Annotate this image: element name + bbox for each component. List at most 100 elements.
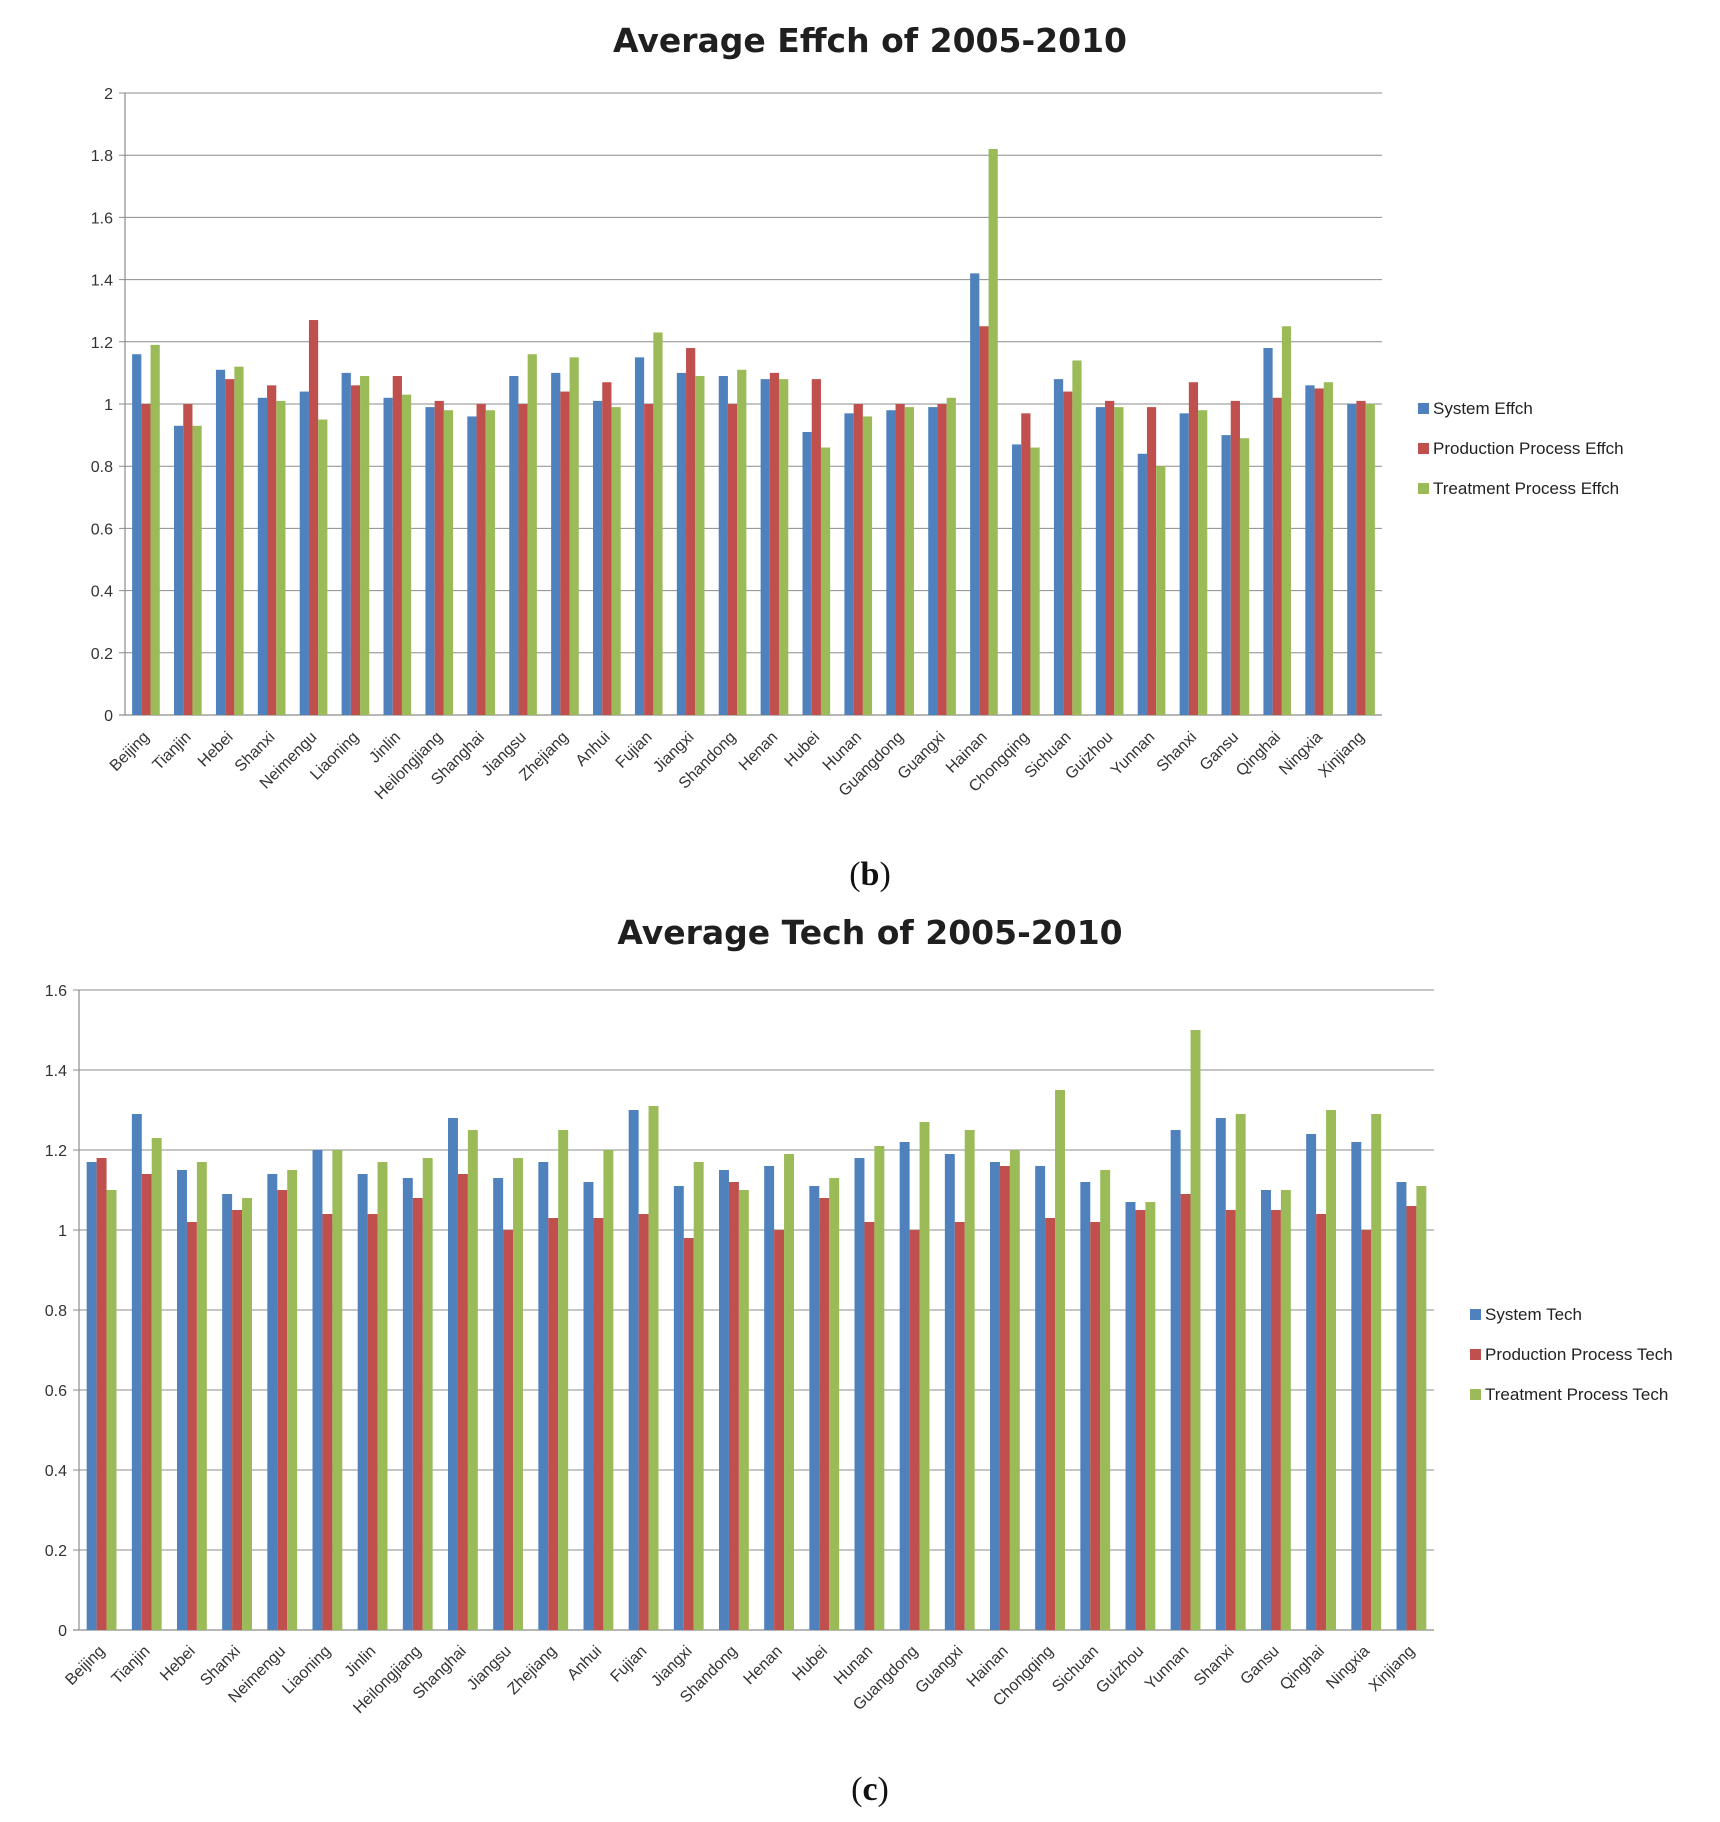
x-category-label: Xinjiang — [1366, 1643, 1418, 1695]
bar — [412, 1198, 423, 1630]
bar — [593, 400, 603, 715]
bar — [383, 397, 393, 715]
bar — [1179, 413, 1189, 715]
bar — [422, 1158, 433, 1630]
y-tick-label: 0.4 — [91, 584, 113, 601]
legend-label: Treatment Process Tech — [1485, 1385, 1668, 1404]
y-tick-labels: 0 0.2 0.4 0.6 0.8 1 1.2 1.4 1.6 — [45, 983, 67, 1640]
bar — [1347, 404, 1357, 715]
x-category-label: Beijing — [107, 729, 153, 775]
bar — [106, 1190, 117, 1630]
bar — [1095, 407, 1106, 715]
bar — [1416, 1186, 1427, 1630]
bar — [548, 1218, 559, 1630]
bar — [979, 326, 989, 715]
bar — [676, 372, 687, 715]
x-category-label: Shanxi — [1154, 729, 1201, 776]
bar — [151, 1138, 162, 1630]
bar — [192, 425, 202, 715]
x-category-label: Yunnan — [1108, 729, 1158, 779]
bar — [1063, 391, 1073, 715]
legend-label: Production Process Effch — [1433, 439, 1624, 458]
legend-label: System Tech — [1485, 1305, 1582, 1324]
bar — [401, 394, 412, 715]
bar — [819, 1198, 830, 1630]
bar — [1305, 385, 1315, 715]
bar — [944, 1154, 955, 1630]
x-category-label: Tianjin — [150, 729, 195, 774]
bar — [215, 369, 226, 715]
bar — [928, 407, 938, 715]
bar — [131, 1114, 142, 1630]
bar — [820, 447, 831, 715]
bar — [809, 1186, 820, 1630]
x-category-label: Hebei — [157, 1643, 199, 1685]
bar — [760, 379, 770, 715]
y-gridlines — [73, 989, 1434, 1631]
bar — [485, 410, 495, 715]
bar — [538, 1162, 549, 1630]
bar — [377, 1162, 388, 1630]
bar — [1100, 1170, 1111, 1630]
y-tick-labels: 0 0.2 0.4 0.6 0.8 1 1.2 1.4 1.6 1.8 2 — [91, 86, 113, 725]
bar — [802, 431, 812, 715]
bar — [569, 357, 579, 715]
panel-label: (c) — [851, 1771, 889, 1808]
x-category-label: Hubei — [789, 1643, 831, 1685]
bar — [1272, 397, 1282, 715]
bar — [1053, 379, 1064, 715]
x-category-label: Hubei — [782, 729, 824, 771]
bar — [341, 372, 351, 715]
bar — [1145, 1202, 1156, 1630]
bar — [257, 397, 268, 715]
bar — [467, 416, 477, 715]
bar — [509, 376, 519, 715]
x-category-label: Jinlin — [366, 729, 404, 767]
bar — [1190, 1030, 1201, 1630]
x-category-label: Yunnan — [1142, 1643, 1192, 1693]
bar — [1281, 326, 1292, 715]
bar — [225, 379, 235, 715]
y-tick-label: 0.6 — [91, 521, 113, 538]
bar — [628, 1110, 639, 1630]
bar — [177, 1170, 187, 1630]
chart-effch: Average Effch of 2005-2010 0 0.2 0.4 0.6 0.8… — [91, 21, 1624, 893]
bar — [1125, 1202, 1136, 1630]
y-tick-label: 0 — [104, 708, 113, 725]
x-category-label: Henan — [741, 1643, 786, 1688]
bar — [513, 1158, 523, 1630]
bar — [1055, 1090, 1065, 1630]
bar — [1306, 1134, 1317, 1630]
bar — [1105, 400, 1115, 715]
bar — [862, 416, 873, 715]
bar — [737, 369, 747, 715]
legend-swatch — [1418, 483, 1429, 494]
bar — [367, 1214, 378, 1630]
y-gridlines — [119, 92, 1382, 716]
bar — [1356, 400, 1366, 715]
bar — [467, 1130, 478, 1630]
bar — [493, 1178, 504, 1630]
x-category-label: Beijing — [62, 1643, 108, 1689]
bar — [727, 404, 738, 715]
y-tick-label: 1 — [104, 397, 113, 414]
bar — [895, 404, 905, 715]
y-tick-label: 1.8 — [91, 148, 113, 165]
bar — [222, 1194, 233, 1630]
x-category-label: Sichuan — [1049, 1643, 1102, 1696]
bar — [318, 419, 328, 715]
x-category-label: Hebei — [195, 729, 237, 771]
x-category-label: Tianjin — [109, 1643, 154, 1688]
chart-title: Average Effch of 2005-2010 — [613, 21, 1127, 60]
legend: System Effch Production Process Effch Trea… — [1418, 399, 1624, 498]
y-tick-label: 0.2 — [91, 646, 113, 663]
bar — [1030, 447, 1040, 715]
bar — [1090, 1222, 1101, 1630]
bar — [718, 376, 728, 715]
bar — [132, 354, 142, 715]
bar — [811, 379, 821, 715]
bar — [1045, 1218, 1056, 1630]
y-tick-label: 0.8 — [45, 1303, 67, 1320]
